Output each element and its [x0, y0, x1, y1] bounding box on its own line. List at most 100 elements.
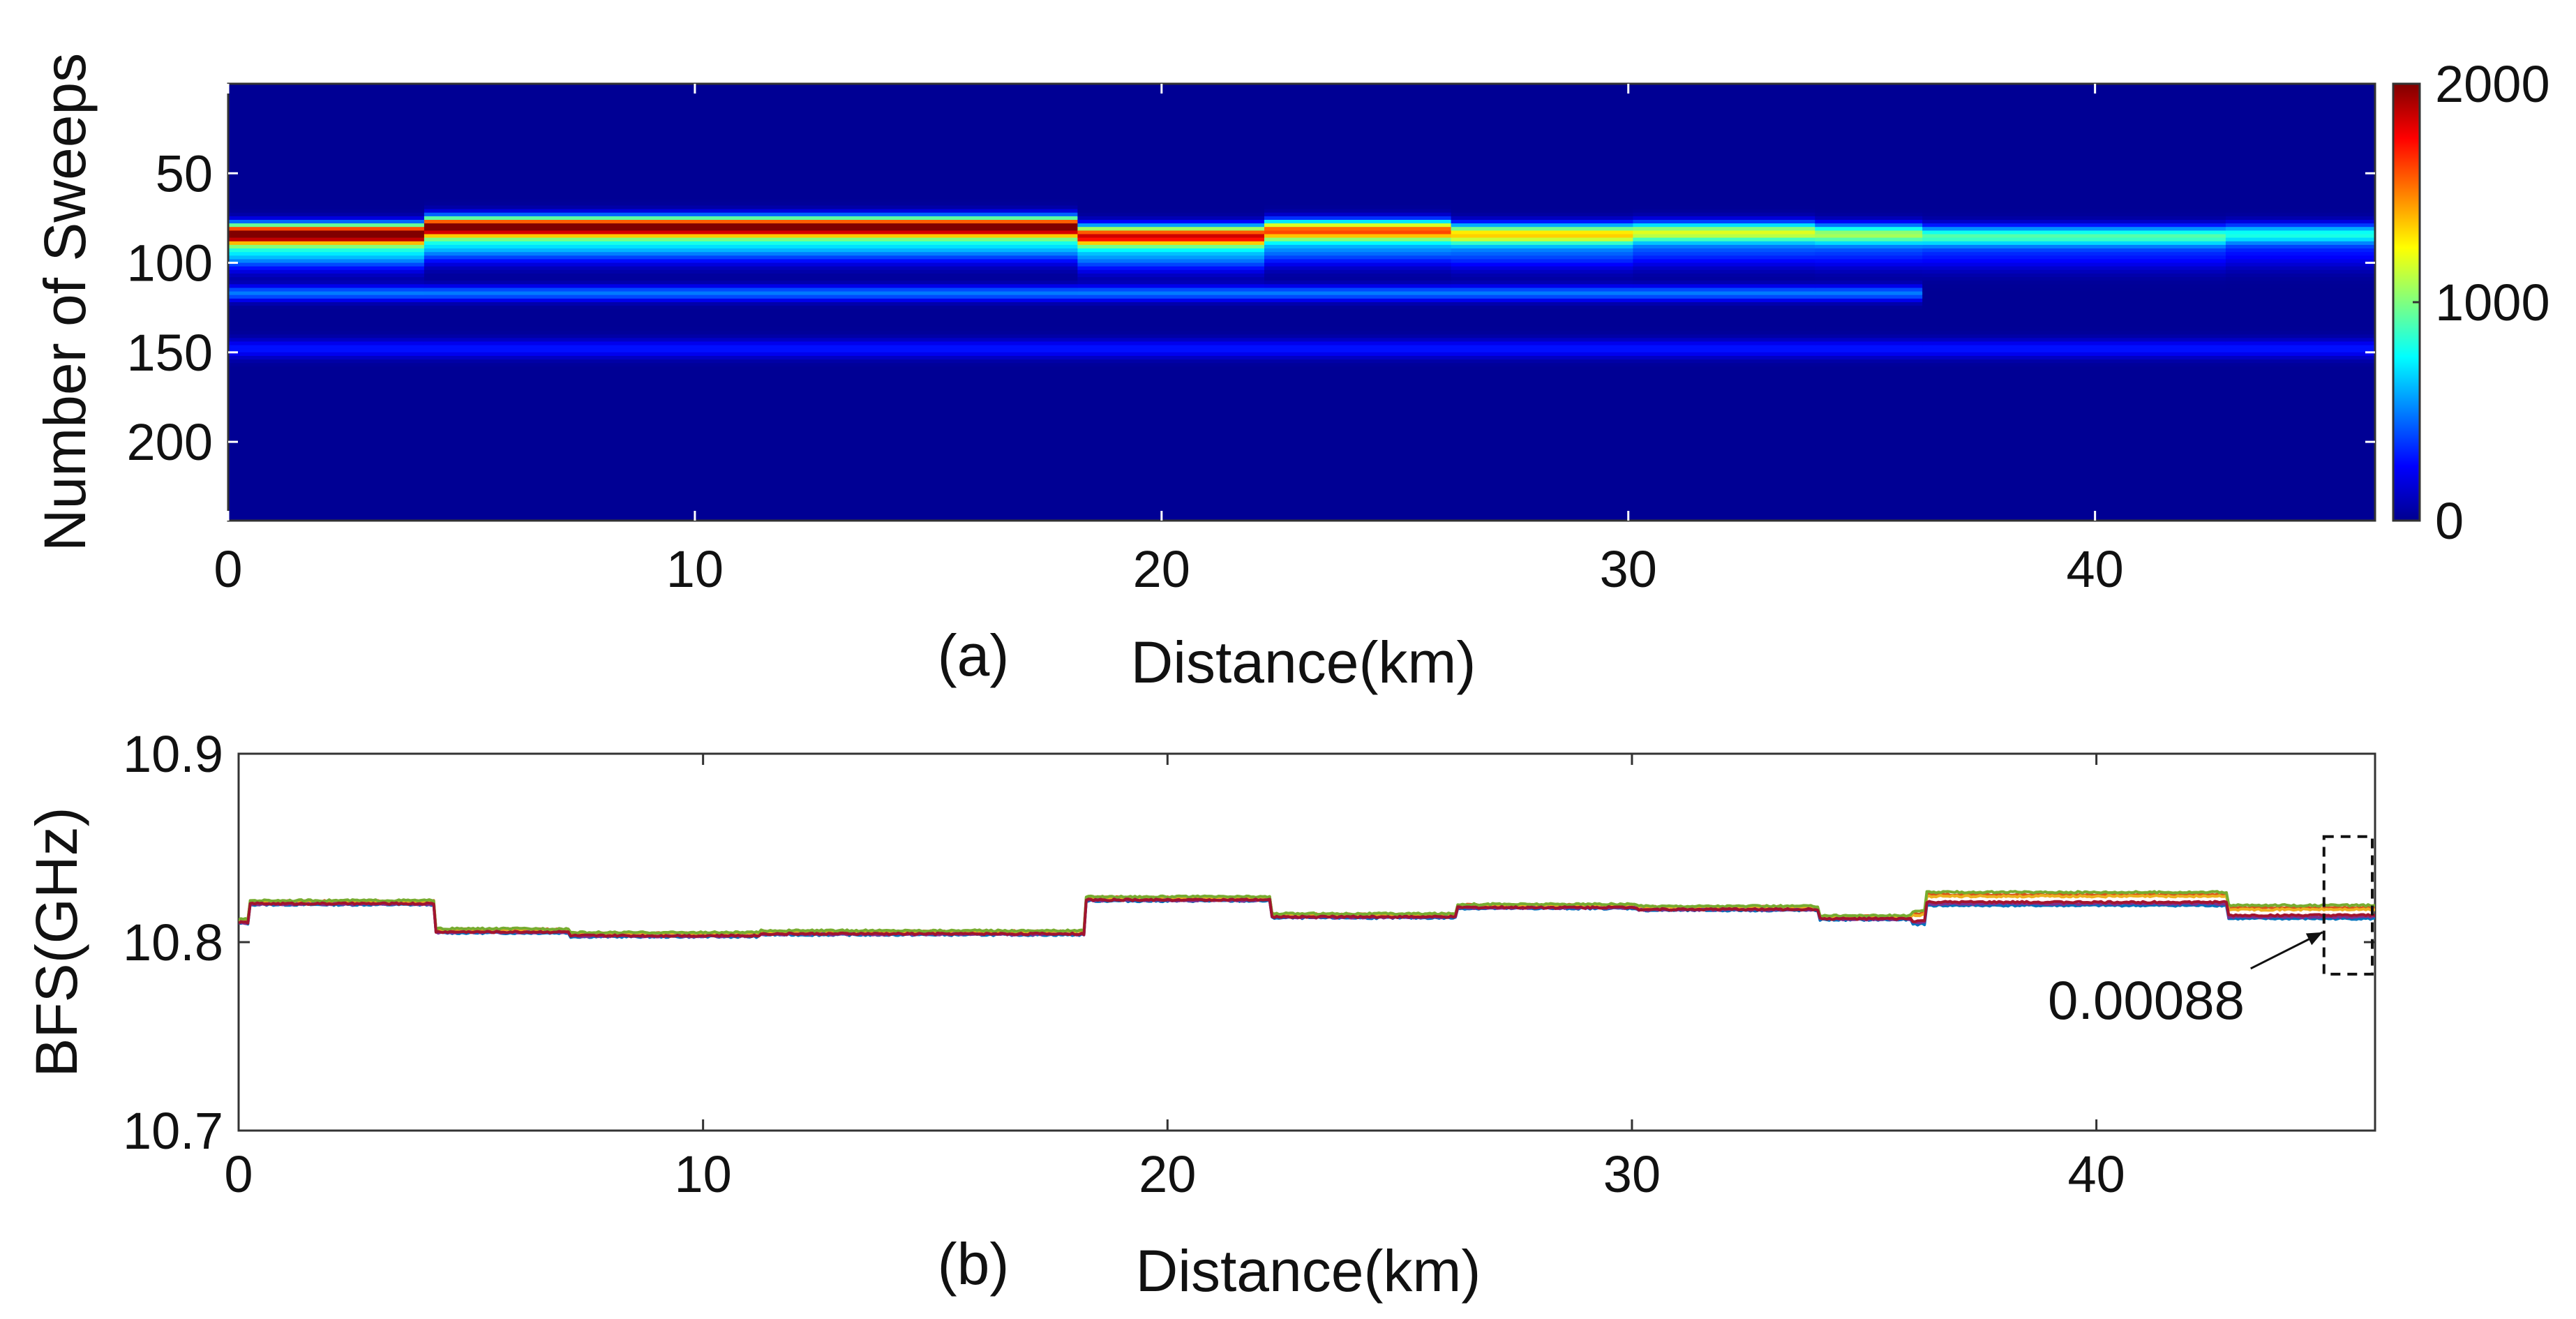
heatmap-cell: [424, 398, 1078, 403]
heatmap-cell: [1633, 252, 1815, 257]
heatmap-cell: [1264, 348, 1452, 353]
heatmap-cell: [1922, 467, 2226, 471]
heatmap-cell: [1633, 133, 1815, 138]
heatmap-cell: [1922, 227, 2226, 232]
heatmap-cell: [1077, 284, 1265, 289]
heatmap-cell: [1815, 130, 1923, 135]
heatmap-cell: [1815, 262, 1923, 267]
heatmap-cell: [1922, 151, 2226, 156]
heatmap-cell: [1451, 98, 1634, 103]
heatmap-cell: [1451, 220, 1634, 224]
heatmap-cell: [1077, 133, 1265, 138]
heatmap-cell: [2225, 209, 2375, 214]
heatmap-cell: [1815, 244, 1923, 249]
heatmap-cell: [1815, 513, 1923, 518]
colorbar-tick-label: 2000: [2435, 55, 2550, 113]
heatmap-cell: [1633, 216, 1815, 221]
heatmap-cell: [1633, 380, 1815, 385]
heatmap-cell: [1815, 484, 1923, 489]
heatmap-cell: [1264, 481, 1452, 486]
heatmap-cell: [1264, 123, 1452, 128]
heatmap-cell: [424, 155, 1078, 160]
heatmap-cell: [1264, 205, 1452, 210]
heatmap-cell: [2225, 438, 2375, 442]
heatmap-cell: [1264, 413, 1452, 417]
heatmap-cell: [1264, 288, 1452, 292]
heatmap-cell: [1077, 202, 1265, 207]
heatmap-cell: [1077, 155, 1265, 160]
heatmap-cell: [1922, 220, 2226, 224]
heatmap-cell: [2225, 513, 2375, 518]
heatmap-cell: [1451, 492, 1634, 496]
heatmap-cell: [1633, 467, 1815, 471]
heatmap-cell: [1451, 248, 1634, 253]
heatmap-cell: [1077, 101, 1265, 106]
heatmap-cell: [1451, 477, 1634, 482]
heatmap-cell: [424, 269, 1078, 274]
heatmap-cell: [228, 445, 425, 450]
a-y-axis-label: Number of Sweeps: [32, 53, 98, 551]
heatmap-cell: [1451, 266, 1634, 271]
heatmap-cell: [1633, 158, 1815, 163]
heatmap-cell: [2225, 395, 2375, 400]
heatmap-cell: [228, 98, 425, 103]
heatmap-cell: [1815, 492, 1923, 496]
heatmap-cell: [1922, 363, 2226, 368]
heatmap-cell: [1077, 177, 1265, 181]
heatmap-cell: [1815, 274, 1923, 278]
heatmap-cell: [1077, 112, 1265, 117]
heatmap-cell: [1922, 456, 2226, 461]
heatmap-cell: [424, 470, 1078, 475]
heatmap-cell: [1077, 162, 1265, 167]
heatmap-cell: [1264, 470, 1452, 475]
heatmap-cell: [424, 177, 1078, 181]
heatmap-cell: [1633, 170, 1815, 174]
heatmap-cell: [1922, 84, 2226, 88]
heatmap-cell: [1451, 112, 1634, 117]
heatmap-cell: [1815, 191, 1923, 195]
heatmap-cell: [2225, 191, 2375, 195]
heatmap-cell: [228, 513, 425, 518]
heatmap-cell: [1077, 252, 1265, 257]
heatmap-cell: [1922, 209, 2226, 214]
heatmap-cell: [424, 220, 1078, 224]
heatmap-cell: [424, 438, 1078, 442]
heatmap-cell: [1077, 241, 1265, 246]
heatmap-cell: [1264, 488, 1452, 493]
heatmap-cell: [424, 449, 1078, 454]
heatmap-cell: [228, 434, 425, 439]
heatmap-cell: [1077, 341, 1265, 346]
heatmap-cell: [2225, 409, 2375, 414]
heatmap-cell: [424, 495, 1078, 500]
heatmap-cell: [424, 513, 1078, 518]
heatmap-cell: [1815, 470, 1923, 475]
heatmap-cell: [2225, 306, 2375, 310]
heatmap-cell: [424, 158, 1078, 163]
heatmap-cell: [1633, 477, 1815, 482]
heatmap-cell: [1451, 170, 1634, 174]
heatmap-cell: [1451, 295, 1634, 299]
heatmap-cell: [1815, 331, 1923, 335]
heatmap-cell: [1922, 216, 2226, 221]
heatmap-cell: [1922, 377, 2226, 382]
heatmap-cell: [424, 306, 1078, 310]
heatmap-cell: [1451, 363, 1634, 368]
heatmap-cell: [1922, 366, 2226, 371]
heatmap-cell: [1264, 198, 1452, 203]
heatmap-cell: [1451, 94, 1634, 99]
heatmap-cell: [424, 316, 1078, 321]
heatmap-cell: [1815, 438, 1923, 442]
heatmap-cell: [228, 262, 425, 267]
heatmap-cell: [1077, 205, 1265, 210]
heatmap-cell: [2225, 162, 2375, 167]
heatmap-cell: [1077, 259, 1265, 264]
heatmap-cell: [1077, 291, 1265, 296]
heatmap-cell: [1922, 133, 2226, 138]
heatmap-cell: [1264, 352, 1452, 357]
heatmap-cell: [2225, 327, 2375, 331]
heatmap-cell: [1815, 116, 1923, 121]
heatmap-cell: [2225, 108, 2375, 113]
heatmap-cell: [424, 237, 1078, 242]
heatmap-cell: [2225, 112, 2375, 117]
heatmap-cell: [228, 463, 425, 468]
